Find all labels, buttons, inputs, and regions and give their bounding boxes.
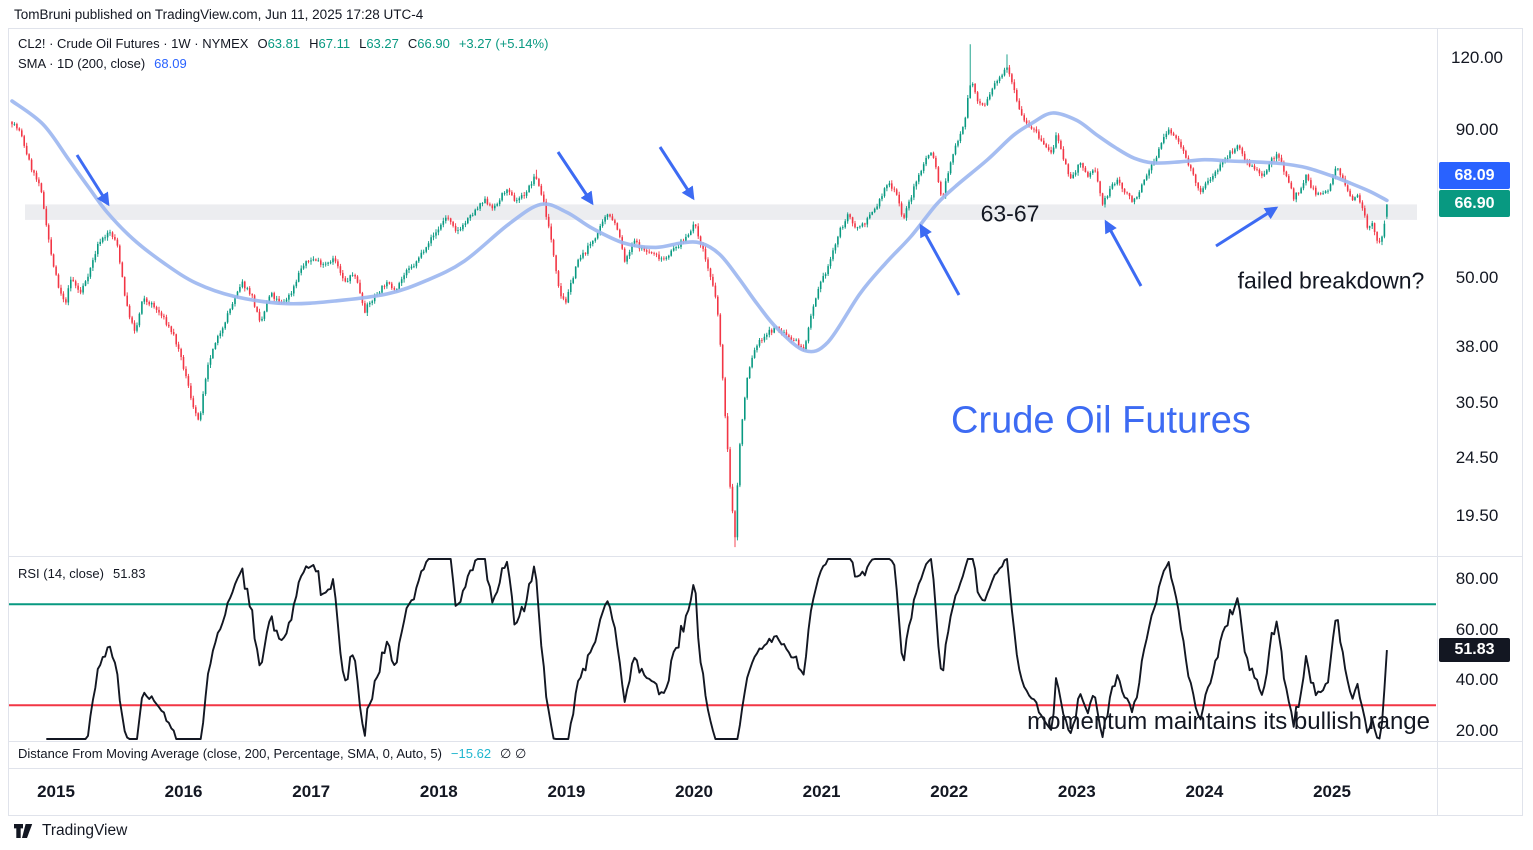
rsi-value: 51.83: [112, 566, 146, 581]
dfma-label: Distance From Moving Average (close, 200…: [18, 746, 442, 761]
price-axis-label: 120.00: [1451, 47, 1503, 67]
year-axis-label: 2025: [1313, 782, 1351, 801]
low-label: L: [359, 36, 367, 51]
open-label: O: [257, 36, 268, 51]
price-axis-label: 38.00: [1455, 337, 1499, 357]
frame-top-border: [8, 28, 1523, 29]
annotation-arrows: [75, 146, 1279, 296]
price-zone-band: [25, 204, 1417, 220]
price-axis-label: 24.50: [1455, 447, 1499, 467]
momentum-annotation-text: momentum maintains its bullish range: [1027, 708, 1430, 735]
close-value: 66.90: [417, 36, 450, 51]
dfma-timeaxis-separator: [8, 768, 1523, 769]
sma-line: [10, 99, 1389, 354]
symbol-legend-row: CL2! · Crude Oil Futures · 1W · NYMEX O 63…: [18, 36, 548, 51]
dfma-null-values: ∅ ∅: [500, 746, 527, 761]
rsi-dfma-separator[interactable]: [8, 741, 1523, 742]
close-label: C: [407, 36, 418, 51]
sma-value-badge: 68.09: [1439, 162, 1510, 189]
change-value: +3.27 (+5.14%): [458, 36, 549, 51]
frame-bottom-border: [8, 815, 1523, 816]
dfma-value: −15.62: [450, 746, 492, 761]
frame-right-border: [1522, 28, 1523, 815]
rsi-legend-row: RSI (14, close) 51.83: [18, 566, 146, 581]
tradingview-wordmark: TradingView: [42, 822, 128, 839]
symbol-title: CL2! · Crude Oil Futures · 1W · NYMEX: [18, 36, 249, 51]
attribution-text: TomBruni published on TradingView.com, J…: [14, 7, 424, 22]
frame-left-border: [8, 28, 9, 815]
rsi-pane[interactable]: [9, 558, 1436, 740]
zone-label-text: 63-67: [980, 200, 1040, 227]
price-axis-label: 30.50: [1455, 392, 1499, 412]
sma-label: SMA · 1D (200, close): [18, 56, 146, 71]
year-axis-label: 2019: [547, 782, 586, 801]
candles: [11, 44, 1388, 548]
rsi-axis-label: 20.00: [1455, 720, 1499, 740]
year-axis-label: 2023: [1057, 782, 1096, 801]
tradingview-logo[interactable]: TradingView: [14, 822, 127, 840]
rsi-axis-label: 80.00: [1455, 569, 1499, 588]
rsi-axis-label: 40.00: [1455, 670, 1499, 689]
sma-value: 68.09: [154, 56, 187, 71]
sma-legend-row: SMA · 1D (200, close) 68.09: [18, 56, 187, 71]
rsi-label: RSI (14, close): [18, 566, 104, 581]
price-axis-label: 50.00: [1455, 268, 1499, 288]
tradingview-icon: [14, 824, 33, 838]
year-axis-label: 2015: [37, 782, 75, 801]
year-axis-label: 2021: [802, 782, 841, 801]
open-value: 63.81: [267, 36, 301, 51]
year-axis-label: 2017: [292, 782, 331, 801]
price-scale-border[interactable]: [1437, 28, 1438, 815]
rsi-axis-label: 60.00: [1455, 619, 1499, 639]
year-axis-label: 2022: [930, 782, 969, 801]
last-price-badge: 66.90: [1439, 190, 1510, 217]
price-rsi-separator[interactable]: [8, 556, 1523, 557]
year-axis-label: 2020: [675, 782, 713, 801]
low-value: 63.27: [366, 36, 399, 51]
chart-title-text: Crude Oil Futures: [951, 399, 1251, 442]
price-axis-label: 19.50: [1455, 505, 1499, 525]
rsi-line: [46, 558, 1388, 740]
year-axis-label: 2024: [1185, 782, 1224, 801]
failed-breakdown-text: failed breakdown?: [1237, 267, 1425, 294]
rsi-value-badge: 51.83: [1439, 638, 1510, 662]
year-axis-label: 2018: [419, 782, 458, 801]
high-label: H: [309, 36, 319, 51]
high-value: 67.11: [318, 36, 351, 51]
price-axis-label: 90.00: [1455, 120, 1499, 139]
price-pane[interactable]: [10, 44, 1417, 548]
dfma-legend-row: Distance From Moving Average (close, 200…: [18, 746, 526, 762]
year-axis-label: 2016: [164, 782, 203, 801]
